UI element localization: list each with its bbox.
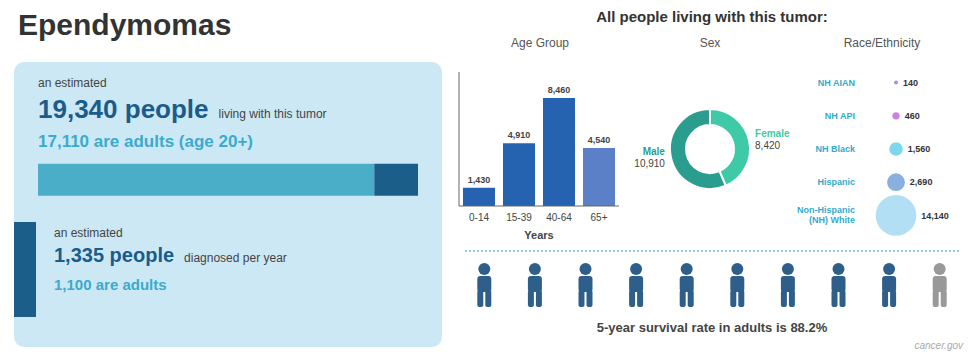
html-text:Age Group: Age Group — [511, 36, 569, 50]
html-text:Ependymomas: Ependymomas — [18, 8, 232, 41]
html-text:cancer.gov: cancer.gov — [914, 340, 963, 351]
svg-text:NH API: NH API — [825, 111, 855, 121]
svg-text:4,910: 4,910 — [508, 130, 531, 140]
svg-text:14,140: 14,140 — [921, 211, 949, 221]
html-text:diagnosed per year: diagnosed per year — [184, 251, 287, 265]
html-text:Sex: Sex — [699, 36, 721, 50]
html-text:5-year survival rate in adults: 5-year survival rate in adults is 88.2% — [596, 320, 828, 335]
html-text:17,110 are adults (age 20+): 17,110 are adults (age 20+) — [38, 132, 253, 151]
svg-text:1,430: 1,430 — [468, 175, 491, 185]
svg-text:8,460: 8,460 — [548, 85, 571, 95]
svg-text:140: 140 — [903, 78, 918, 88]
html-text:an estimated: an estimated — [38, 76, 107, 90]
svg-text:4,540: 4,540 — [588, 135, 611, 145]
svg-text:NH AIAN: NH AIAN — [818, 78, 855, 88]
svg-text:Male10,910: Male10,910 — [634, 146, 665, 169]
html-text:1,335 people: 1,335 people — [54, 244, 175, 266]
svg-text:Hispanic: Hispanic — [817, 177, 855, 187]
svg-text:1,560: 1,560 — [908, 144, 931, 154]
svg-text:15-39: 15-39 — [506, 212, 532, 223]
svg-text:Female8,420: Female8,420 — [755, 128, 790, 151]
html-text:Race/Ethnicity: Race/Ethnicity — [843, 36, 921, 50]
svg-text:460: 460 — [905, 111, 920, 121]
html-text:1,100 are adults: 1,100 are adults — [54, 276, 167, 293]
html-text:19,340 people: 19,340 people — [38, 94, 209, 124]
html-text:All people living with this tu: All people living with this tumor: — [596, 8, 828, 25]
svg-text:NH Black: NH Black — [815, 144, 856, 154]
html-text:an estimated: an estimated — [54, 226, 123, 240]
svg-text:40-64: 40-64 — [546, 212, 572, 223]
svg-text:2,690: 2,690 — [910, 177, 933, 187]
html-text:living with this tumor: living with this tumor — [218, 107, 327, 121]
svg-text:Non-Hispanic(NH) White: Non-Hispanic(NH) White — [797, 205, 855, 225]
svg-text:Years: Years — [524, 229, 553, 241]
svg-text:0-14: 0-14 — [469, 212, 489, 223]
svg-text:65+: 65+ — [591, 212, 608, 223]
